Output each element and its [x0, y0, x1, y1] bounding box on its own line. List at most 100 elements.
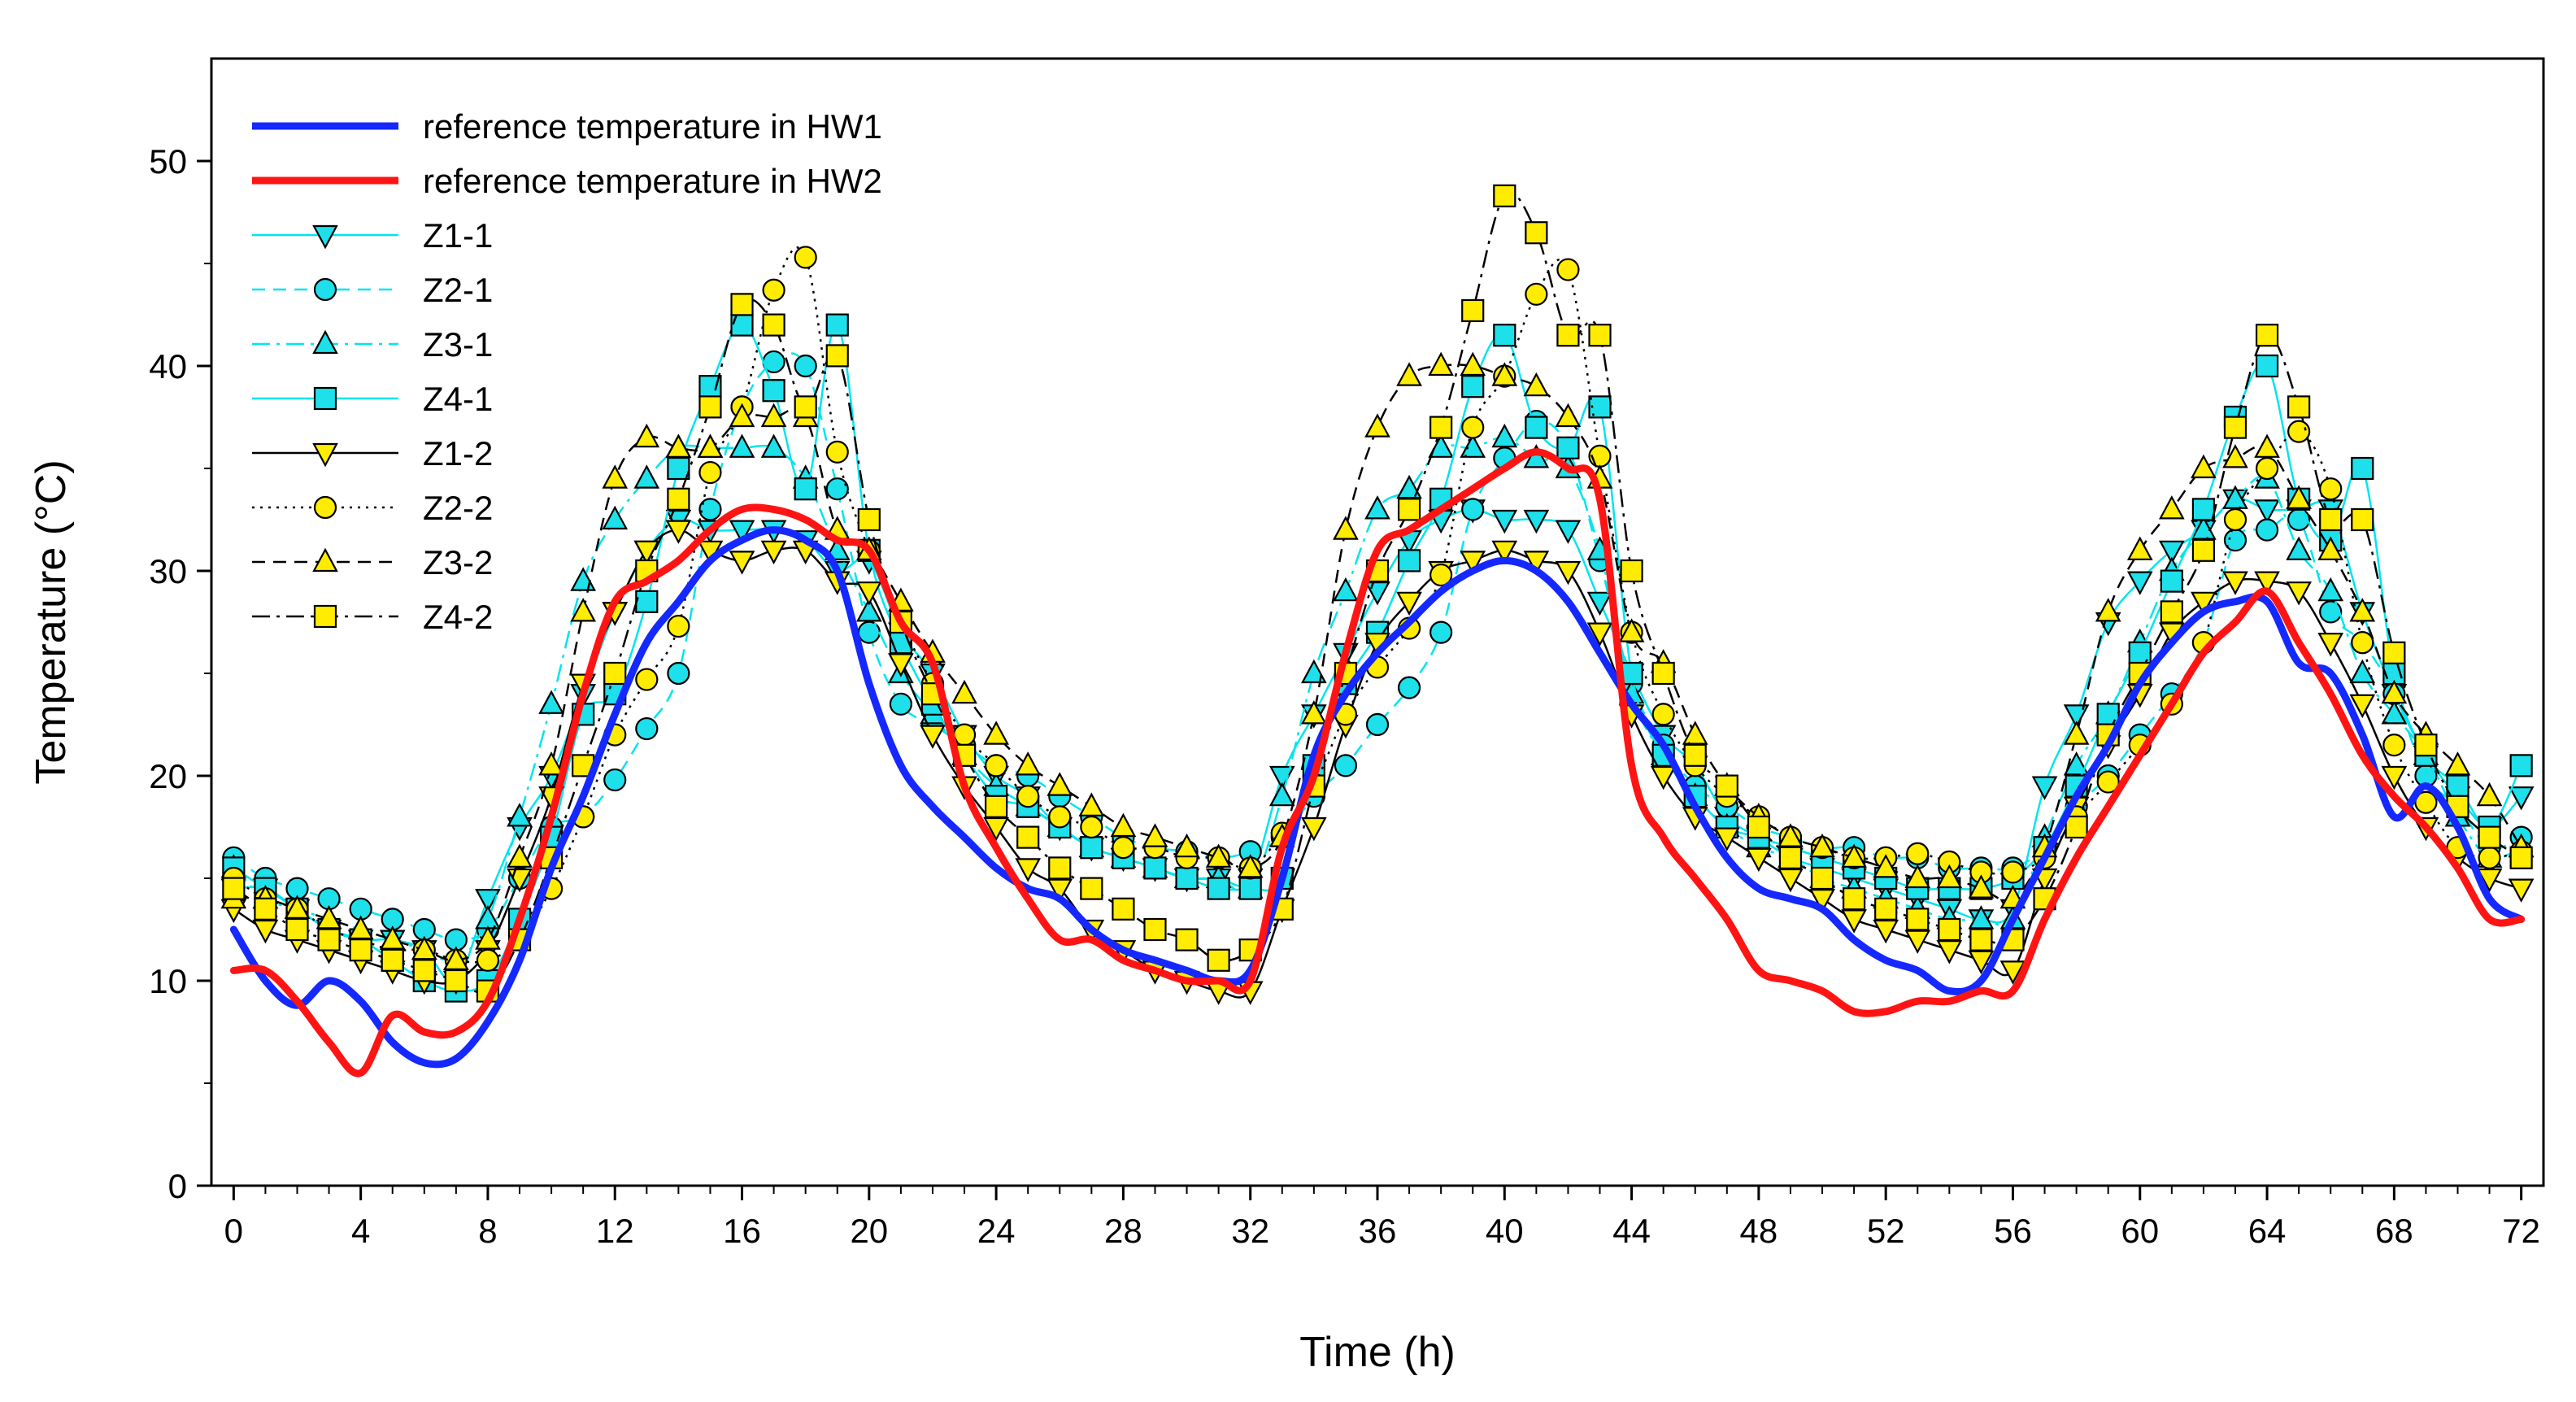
data-point: [1936, 864, 1963, 889]
data-point: [2446, 795, 2469, 818]
data-point: [1491, 362, 1518, 386]
data-point: [2158, 540, 2185, 565]
legend-item: reference temperature in HW1: [252, 107, 882, 146]
legend-label: reference temperature in HW1: [423, 107, 882, 146]
data-point: [2319, 507, 2343, 532]
data-point: [252, 919, 279, 944]
data-point: [1046, 878, 1073, 903]
legend-label: Z4-2: [423, 598, 493, 636]
legend-marker: [313, 495, 337, 520]
data-point: [985, 754, 1008, 777]
data-point: [1142, 823, 1168, 847]
data-point: [1143, 917, 1167, 942]
data-point: [1364, 495, 1390, 520]
x-tick-label: 16: [723, 1212, 761, 1250]
data-point: [729, 403, 755, 428]
x-tick-label: 28: [1104, 1212, 1142, 1250]
data-point: [2509, 754, 2533, 777]
legend-marker: [312, 329, 338, 355]
data-point: [1207, 877, 1230, 900]
data-point: [1682, 721, 1708, 745]
data-point: [2351, 456, 2374, 481]
data-point: [2160, 600, 2183, 624]
data-point: [315, 905, 342, 930]
x-tick-label: 32: [1231, 1212, 1269, 1250]
data-point: [1588, 324, 1612, 347]
data-point: [698, 460, 722, 485]
x-tick-label: 24: [977, 1212, 1016, 1250]
data-point: [2222, 571, 2248, 595]
x-tick-label: 48: [1740, 1212, 1778, 1250]
data-point: [1556, 436, 1580, 459]
data-point: [379, 925, 406, 950]
data-point: [1461, 498, 1485, 521]
data-point: [794, 395, 817, 419]
data-point: [2001, 860, 2025, 884]
legend-label: Z4-1: [423, 380, 493, 418]
data-point: [603, 768, 627, 792]
data-point: [667, 487, 690, 511]
data-point: [1333, 516, 1359, 540]
data-point: [2191, 591, 2217, 616]
x-tick-label: 44: [1612, 1212, 1651, 1250]
legend-item: Z2-1: [252, 271, 493, 309]
data-point: [635, 590, 659, 613]
data-point: [1397, 498, 1421, 521]
series-layer: [220, 184, 2535, 1078]
series-z2-2: [222, 246, 2533, 972]
data-point: [1460, 433, 1486, 458]
data-point: [1429, 563, 1453, 587]
data-point: [855, 581, 882, 606]
data-point: [2286, 485, 2312, 509]
data-point: [2508, 786, 2535, 811]
data-point: [1396, 362, 1422, 386]
data-point: [825, 440, 849, 464]
series-line: [229, 448, 2526, 1078]
data-point: [507, 843, 533, 868]
data-point: [1968, 874, 1995, 899]
legend-item: Z3-2: [252, 543, 493, 581]
data-point: [1015, 751, 1042, 776]
data-point: [2508, 878, 2535, 903]
data-point: [2476, 782, 2503, 807]
data-point: [2478, 825, 2501, 849]
data-point: [889, 692, 912, 716]
data-point: [2126, 571, 2153, 595]
data-point: [1555, 403, 1582, 428]
data-point: [1461, 416, 1485, 439]
data-point: [729, 520, 755, 544]
data-point: [1301, 816, 1327, 842]
data-point: [1809, 889, 1835, 913]
data-point: [1175, 866, 1199, 890]
data-point: [603, 661, 627, 686]
data-point: [1906, 908, 1930, 931]
data-point: [2478, 846, 2501, 869]
data-point: [1586, 622, 1613, 647]
legend-marker: [313, 277, 337, 302]
data-point: [983, 816, 1009, 842]
data-point: [1620, 559, 1643, 583]
data-point: [2349, 694, 2376, 719]
data-point: [1968, 950, 1995, 975]
data-point: [1491, 423, 1518, 448]
data-point: [2223, 507, 2247, 532]
x-tick-label: 0: [224, 1212, 243, 1250]
data-point: [2444, 751, 2471, 776]
data-point: [1205, 843, 1232, 868]
legend-label: Z3-2: [423, 543, 493, 581]
data-point: [2126, 536, 2153, 560]
data-point: [2349, 598, 2376, 622]
data-point: [762, 278, 785, 302]
data-point: [920, 725, 946, 749]
legend: reference temperature in HW1 reference te…: [252, 107, 882, 636]
legend-marker: [312, 547, 338, 573]
data-point: [317, 928, 341, 951]
data-point: [633, 540, 660, 565]
data-point: [698, 498, 722, 521]
data-point: [1778, 868, 1804, 893]
data-point: [1525, 416, 1548, 439]
data-point: [2382, 734, 2406, 757]
legend-marker: [313, 386, 337, 411]
legend-marker: [313, 604, 337, 629]
data-point: [1491, 509, 1518, 534]
